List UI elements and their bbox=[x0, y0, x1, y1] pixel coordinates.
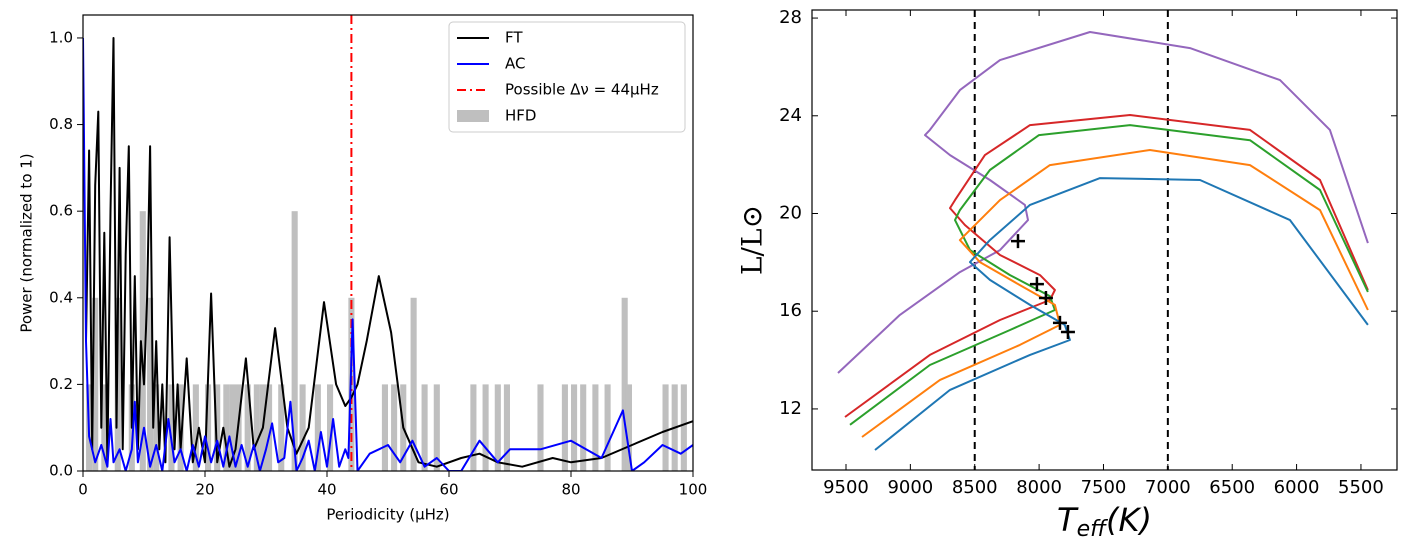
x-label-main: T bbox=[1057, 501, 1079, 539]
marker bbox=[1010, 234, 1025, 249]
x-axis-label: Periodicity (μHz) bbox=[326, 506, 449, 524]
hfd-bar bbox=[381, 384, 388, 471]
x-tick-label: 60 bbox=[439, 481, 458, 499]
y-tick-label: 12 bbox=[779, 398, 802, 419]
hfd-bar bbox=[192, 384, 199, 471]
axes-frame bbox=[82, 14, 694, 472]
hfd-bar bbox=[291, 211, 298, 471]
x-label-sub: eff bbox=[1077, 517, 1109, 542]
hfd-bar bbox=[299, 384, 306, 471]
hfd-bar bbox=[139, 211, 146, 471]
y-tick-label: 0.2 bbox=[49, 375, 73, 393]
series-line bbox=[844, 114, 1369, 418]
y-tick-label: 16 bbox=[779, 300, 802, 321]
hfd-bar bbox=[327, 384, 334, 471]
hfd-bar bbox=[580, 384, 587, 471]
x-tick-label: 6000 bbox=[1274, 477, 1320, 498]
legend-label: FT bbox=[505, 29, 523, 47]
y-tick-label: 20 bbox=[779, 202, 802, 223]
y-tick-label: 0.8 bbox=[49, 115, 73, 133]
y-tick-label: 0.6 bbox=[49, 202, 73, 220]
hfd-bar bbox=[433, 384, 440, 471]
y-tick-label: 1.0 bbox=[49, 28, 73, 46]
hfd-bar bbox=[421, 384, 428, 471]
series-line bbox=[837, 31, 1369, 374]
x-tick-label: 6500 bbox=[1209, 477, 1255, 498]
hfd-bar bbox=[592, 384, 599, 471]
hfd-bar bbox=[410, 297, 417, 471]
x-tick-label: 0 bbox=[78, 481, 88, 499]
hfd-bar bbox=[662, 384, 669, 471]
y-tick-label: 24 bbox=[779, 105, 802, 126]
hfd-bar bbox=[391, 384, 398, 471]
hfd-bar bbox=[153, 384, 160, 471]
legend: FT AC Possible Δν = 44μHz HFD bbox=[448, 21, 686, 133]
hfd-bar bbox=[101, 384, 108, 471]
hfd-bar bbox=[168, 384, 175, 471]
x-tick-label: 7500 bbox=[1081, 477, 1127, 498]
x-tick-label: 5500 bbox=[1338, 477, 1384, 498]
x-tick-label: 20 bbox=[195, 481, 214, 499]
axes-frame bbox=[811, 9, 1398, 471]
y-tick-label: 28 bbox=[779, 7, 802, 28]
y-tick-label: 0.0 bbox=[49, 462, 73, 480]
hfd-bar bbox=[625, 384, 632, 471]
hfd-bar bbox=[223, 384, 230, 471]
marker bbox=[1029, 277, 1044, 292]
hfd-bar bbox=[147, 297, 154, 471]
hfd-bar bbox=[214, 384, 221, 471]
hfd-bar bbox=[314, 384, 321, 471]
hfd-bar bbox=[470, 384, 477, 471]
hfd-bar bbox=[680, 384, 687, 471]
x-tick-label: 7000 bbox=[1145, 477, 1191, 498]
legend-label: Possible Δν = 44μHz bbox=[505, 81, 659, 99]
y-axis-label: Power (normalized to 1) bbox=[18, 153, 36, 332]
hfd-bar bbox=[278, 384, 285, 471]
panel: 0 20 40 60 80 100 0.0 0.2 0.4 0.6 0.8 1.0 Periodicit… bbox=[18, 14, 708, 524]
legend-swatch bbox=[457, 110, 489, 122]
hfd-bar bbox=[561, 384, 568, 471]
x-tick-label: 8000 bbox=[1016, 477, 1062, 498]
marker bbox=[1052, 315, 1067, 330]
legend-box bbox=[448, 21, 686, 133]
hfd-bar bbox=[205, 384, 212, 471]
hfd-bar bbox=[537, 384, 544, 471]
series-line bbox=[83, 37, 693, 471]
marker bbox=[1060, 324, 1075, 339]
x-tick-label: 100 bbox=[679, 481, 708, 499]
series-line bbox=[849, 124, 1369, 426]
x-axis-label: Teff(K) bbox=[1057, 501, 1152, 542]
legend-label: AC bbox=[505, 55, 525, 73]
x-tick-label: 9500 bbox=[823, 477, 869, 498]
hfd-bar bbox=[253, 384, 260, 471]
x-tick-label: 8500 bbox=[952, 477, 998, 498]
hfd-bar bbox=[503, 384, 510, 471]
x-tick-label: 40 bbox=[317, 481, 336, 499]
x-tick-label: 9000 bbox=[887, 477, 933, 498]
plot-area bbox=[837, 10, 1369, 470]
hfd-bar bbox=[571, 384, 578, 471]
hfd-bar bbox=[266, 384, 273, 471]
y-tick-label: 0.4 bbox=[49, 288, 73, 306]
x-tick-label: 80 bbox=[561, 481, 580, 499]
x-label-unit: (K) bbox=[1106, 501, 1152, 539]
legend-label: HFD bbox=[505, 107, 536, 125]
hfd-bar bbox=[621, 297, 628, 471]
series-line bbox=[874, 177, 1369, 451]
hfd-bar bbox=[482, 384, 489, 471]
panel: 9500 9000 8500 8000 7500 7000 6500 6000 5500 12 16… bbox=[736, 7, 1398, 542]
hfd-bar bbox=[604, 384, 611, 471]
hfd-bar bbox=[244, 384, 251, 471]
series-line bbox=[85, 37, 693, 468]
series-line bbox=[861, 149, 1369, 438]
marker bbox=[1038, 291, 1053, 306]
hfd-bar bbox=[229, 384, 236, 471]
y-axis-label: L/L⊙ bbox=[736, 205, 769, 275]
hfd-bar bbox=[92, 297, 99, 471]
hfd-bar bbox=[494, 384, 501, 471]
plot-area bbox=[83, 15, 693, 471]
